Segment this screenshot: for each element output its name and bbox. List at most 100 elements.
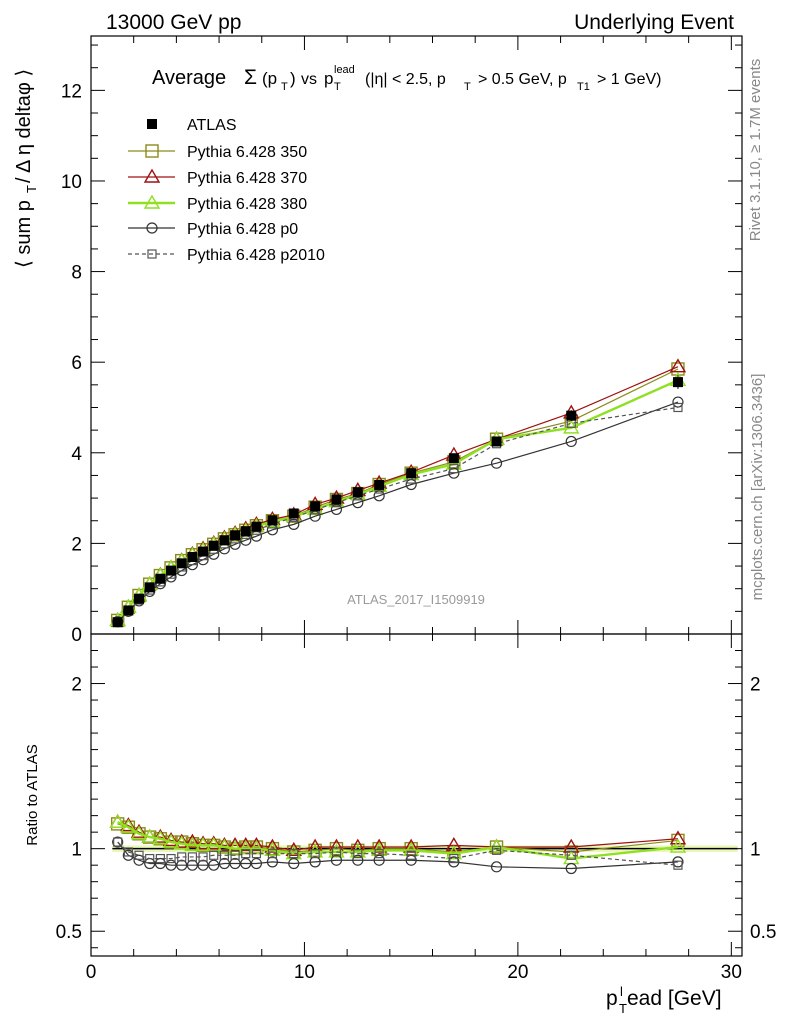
- ratio-point-pythia-6-428-p2010: [113, 837, 123, 847]
- ratio-point-pythia-6-428-p2010: [566, 850, 576, 860]
- point-pythia-6-428-p0: [490, 457, 503, 469]
- legend-marker-pythia-6-428-370: [143, 168, 161, 183]
- point-pythia-6-428-p0: [373, 490, 385, 502]
- point-atlas: [144, 582, 155, 593]
- ratio-plot-frame: [90, 633, 743, 957]
- ratio-point-pythia-6-428-p0: [240, 857, 252, 870]
- ratio-point-pythia-6-428-380: [130, 825, 148, 840]
- ratio-point-pythia-6-428-p2010: [491, 845, 502, 855]
- point-atlas: [230, 530, 241, 541]
- ratio-point-pythia-6-428-p2010: [230, 850, 240, 860]
- legend-marker-pythia-6-428-350: [145, 144, 159, 158]
- main-y-tick-label: 4: [71, 444, 82, 465]
- series-line-pythia-6-428-p2010: [117, 406, 679, 623]
- point-pythia-6-428-p0: [352, 497, 364, 509]
- title-T-sub: T: [334, 81, 341, 93]
- ratio-point-pythia-6-428-p0: [250, 857, 263, 870]
- mcplots-label: mcplots.cern.ch [arXiv:1306.3436]: [749, 374, 766, 601]
- point-atlas: [208, 540, 219, 551]
- ratio-point-pythia-6-428-p2010: [241, 849, 251, 859]
- ratio-point-pythia-6-428-p2010: [177, 852, 187, 862]
- x-tick-label: 30: [721, 962, 742, 983]
- title-vs: vs: [301, 71, 317, 88]
- ratio-point-pythia-6-428-p0: [405, 854, 417, 866]
- ratio-point-pythia-6-428-p2010: [331, 847, 342, 857]
- title-main: Average: [152, 67, 226, 89]
- point-atlas: [251, 521, 262, 532]
- point-atlas: [374, 479, 385, 490]
- main-ylabel-sub: T: [24, 185, 39, 193]
- point-pythia-6-428-p0: [672, 396, 684, 408]
- legend-marker-pythia-6-428-p2010: [147, 249, 157, 259]
- ratio-point-pythia-6-428-p2010: [134, 850, 144, 860]
- xlabel-rest: ead [GeV]: [627, 987, 722, 1010]
- ratio-point-pythia-6-428-p0: [197, 859, 209, 871]
- ratio-point-pythia-6-428-p0: [122, 849, 134, 861]
- ratio-point-pythia-6-428-p2010: [449, 853, 459, 864]
- ratio-point-pythia-6-428-370: [248, 836, 265, 852]
- legend-label-pythia-6-428-380: Pythia 6.428 380: [187, 196, 307, 213]
- x-tick-label: 20: [507, 962, 528, 983]
- title-lead-sup: lead: [334, 64, 355, 76]
- ratio-point-pythia-6-428-p2010: [251, 849, 262, 859]
- ratio-point-pythia-6-428-p0: [330, 854, 343, 866]
- ratio-point-pythia-6-428-p0: [352, 854, 364, 866]
- point-atlas: [134, 593, 145, 604]
- ratio-point-pythia-6-428-p2010: [155, 853, 165, 864]
- ratio-point-pythia-6-428-370: [370, 838, 388, 853]
- ratio-point-pythia-6-428-p0: [154, 857, 166, 870]
- ratio-point-pythia-6-428-380: [226, 840, 244, 855]
- point-pythia-6-428-p2010: [673, 402, 683, 413]
- plot-title: Average Σ (p T ) vs p lead T (|η| < 2.5,…: [152, 64, 661, 93]
- ratio-point-pythia-6-428-380: [120, 818, 137, 833]
- ratio-point-pythia-6-428-370: [264, 838, 281, 853]
- point-atlas: [155, 573, 166, 584]
- analysis-id: ATLAS_2017_I1509919: [347, 592, 485, 607]
- ratio-y-tick-label: 0.5: [56, 922, 82, 943]
- ratio-y-tick-label: 1: [71, 840, 82, 861]
- point-pythia-6-428-370: [669, 358, 687, 373]
- point-atlas: [310, 501, 321, 512]
- legend-marker-pythia-6-428-p0: [146, 222, 158, 234]
- ratio-point-pythia-6-428-p0: [133, 854, 145, 866]
- ratio-point-pythia-6-428-p2010: [166, 853, 176, 864]
- legend-label-pythia-6-428-370: Pythia 6.428 370: [187, 170, 307, 187]
- ratio-point-pythia-6-428-p2010: [374, 849, 384, 859]
- xlabel-sup: l: [620, 984, 623, 999]
- point-atlas: [112, 617, 123, 628]
- ratio-point-pythia-6-428-p0: [288, 857, 300, 870]
- ratio-y-tick-label-right: 1: [750, 840, 761, 861]
- title-p: p: [324, 69, 333, 88]
- title-pt-open: (p: [262, 69, 277, 88]
- x-tick-label: 10: [294, 962, 315, 983]
- main-y-axis-label: ⟨ sum p T / Δ η deltaφ ⟩: [13, 69, 39, 268]
- ratio-point-pythia-6-428-380: [205, 836, 222, 852]
- ratio-point-pythia-6-428-p2010: [267, 849, 278, 859]
- legend-label-pythia-6-428-350: Pythia 6.428 350: [187, 144, 307, 161]
- ratio-y-tick-label: 2: [71, 675, 82, 696]
- ratio-point-pythia-6-428-p2010: [198, 852, 208, 862]
- point-atlas: [219, 535, 230, 546]
- ratio-point-pythia-6-428-p0: [565, 862, 577, 875]
- title-cut1: (|η| < 2.5, p: [365, 71, 446, 88]
- series-line-pythia-6-428-350: [117, 368, 679, 621]
- ratio-point-pythia-6-428-380: [194, 836, 212, 852]
- ratio-point-pythia-6-428-380: [216, 838, 233, 853]
- ratio-point-pythia-6-428-p0: [373, 854, 385, 866]
- ratio-point-pythia-6-428-p0: [266, 856, 279, 868]
- main-y-tick-label: 10: [61, 172, 82, 193]
- rivet-label: Rivet 3.1.10, ≥ 1.7M events: [747, 59, 764, 242]
- ratio-y-tick-label-right: 0.5: [750, 922, 776, 943]
- ratio-y-tick-label-right: 2: [750, 675, 761, 696]
- ratio-point-pythia-6-428-380: [141, 828, 158, 843]
- ratio-point-pythia-6-428-p0: [165, 859, 177, 871]
- legend-marker-atlas: [147, 119, 157, 129]
- point-atlas: [176, 558, 187, 569]
- ratio-y-axis-label: Ratio to ATLAS: [24, 744, 41, 845]
- main-y-tick-label: 12: [61, 81, 82, 102]
- series-line-pythia-6-428-p0: [117, 401, 679, 623]
- ratio-point-pythia-6-428-p0: [176, 859, 188, 871]
- ratio-point-pythia-6-428-p0: [218, 857, 231, 870]
